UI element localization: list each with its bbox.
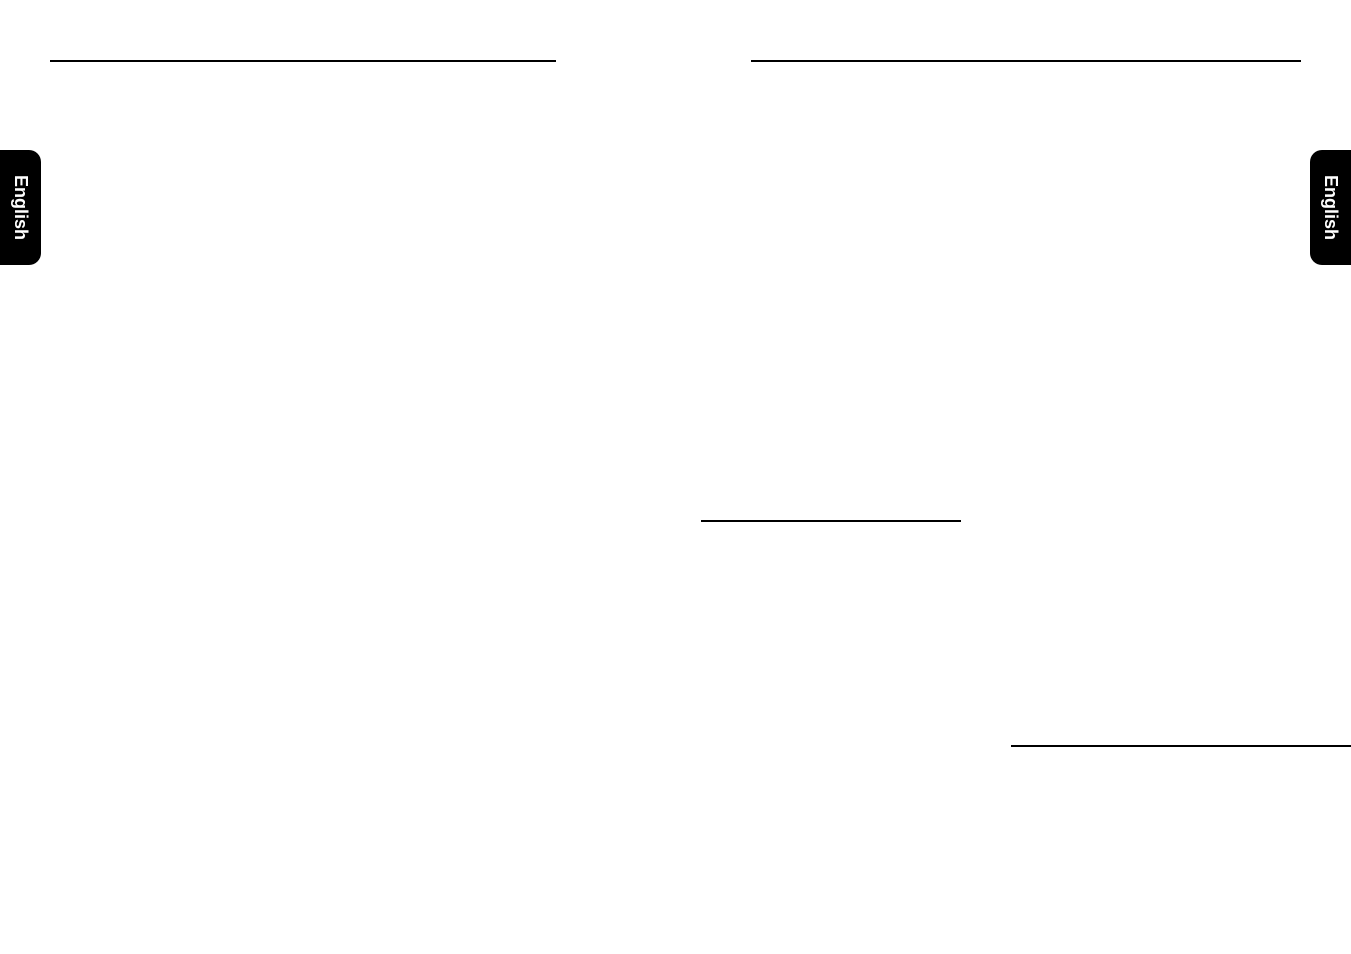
left-page [0, 0, 676, 954]
right-page [676, 0, 1351, 954]
separator-line [1011, 745, 1351, 747]
separator-line [751, 60, 1302, 62]
separator-line [50, 60, 556, 62]
separator-line [701, 520, 961, 522]
page-container: English English [0, 0, 1351, 954]
